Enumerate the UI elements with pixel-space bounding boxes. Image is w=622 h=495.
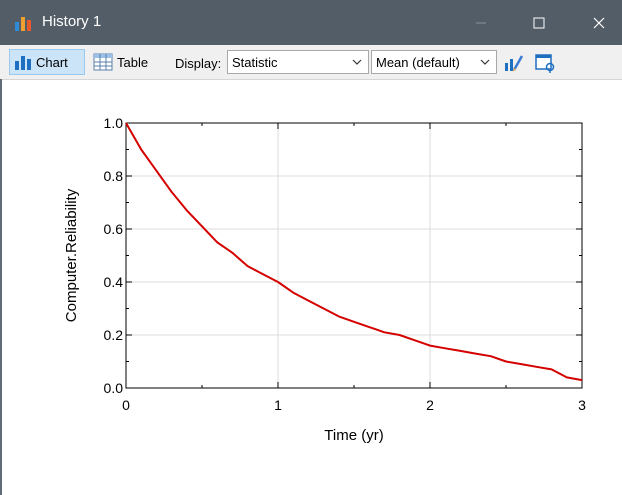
minimize-button[interactable] bbox=[458, 0, 504, 45]
plot-frame bbox=[125, 122, 583, 389]
series-line bbox=[125, 122, 583, 382]
x-tick-label: 1 bbox=[274, 397, 282, 413]
app-chart-icon bbox=[15, 17, 31, 31]
display-label: Display: bbox=[175, 56, 222, 71]
x-tick-label: 2 bbox=[426, 397, 434, 413]
chart-area: 0 1 2 3 0.0 0.2 0.4 0.6 0.8 1.0 Time (yr) Compute… bbox=[40, 100, 610, 480]
chevron-down-icon bbox=[352, 59, 362, 65]
bar-chart-icon bbox=[15, 56, 31, 70]
grid-lines bbox=[125, 122, 583, 389]
minimize-icon bbox=[476, 22, 486, 23]
close-button[interactable] bbox=[576, 0, 622, 45]
statistic-select[interactable]: Mean (default) bbox=[371, 50, 497, 74]
chart-view-label: Chart bbox=[36, 54, 68, 70]
display-select-value: Statistic bbox=[232, 55, 278, 70]
display-select[interactable]: Statistic bbox=[227, 50, 369, 74]
statistic-select-value: Mean (default) bbox=[376, 55, 460, 70]
edit-chart-icon bbox=[505, 55, 524, 72]
y-tick-label: 0.0 bbox=[104, 380, 124, 396]
chevron-down-icon bbox=[480, 59, 490, 65]
maximize-icon bbox=[533, 17, 545, 28]
y-tick-label: 0.2 bbox=[104, 327, 124, 343]
y-tick-label: 0.8 bbox=[104, 168, 124, 184]
table-icon bbox=[93, 53, 113, 71]
window-title: History 1 bbox=[42, 13, 102, 30]
y-axis-label: Computer.Reliability bbox=[63, 188, 80, 322]
y-tick-label: 0.6 bbox=[104, 221, 124, 237]
title-bar[interactable]: History 1 bbox=[0, 0, 622, 45]
tick-labels: 0 1 2 3 0.0 0.2 0.4 0.6 0.8 1.0 bbox=[104, 115, 587, 413]
table-view-button[interactable]: Table bbox=[90, 49, 160, 75]
x-tick-label: 3 bbox=[578, 397, 586, 413]
x-tick-label: 0 bbox=[122, 397, 130, 413]
axis-ticks bbox=[125, 122, 583, 389]
x-axis-label: Time (yr) bbox=[324, 427, 383, 444]
window-left-border bbox=[0, 79, 2, 495]
series-layer bbox=[125, 122, 583, 382]
properties-button[interactable] bbox=[534, 52, 556, 74]
y-tick-label: 0.4 bbox=[104, 274, 124, 290]
chart-view-button[interactable]: Chart bbox=[9, 49, 85, 75]
table-view-label: Table bbox=[117, 54, 149, 70]
close-icon bbox=[593, 17, 605, 28]
properties-icon bbox=[535, 54, 555, 73]
maximize-button[interactable] bbox=[516, 0, 562, 45]
toolbar: Chart Table Display: Statistic Mean (def… bbox=[0, 45, 622, 80]
y-tick-label: 1.0 bbox=[104, 115, 124, 131]
edit-chart-button[interactable] bbox=[503, 52, 525, 74]
reliability-chart: 0 1 2 3 0.0 0.2 0.4 0.6 0.8 1.0 Time (yr) Compute… bbox=[63, 115, 587, 444]
